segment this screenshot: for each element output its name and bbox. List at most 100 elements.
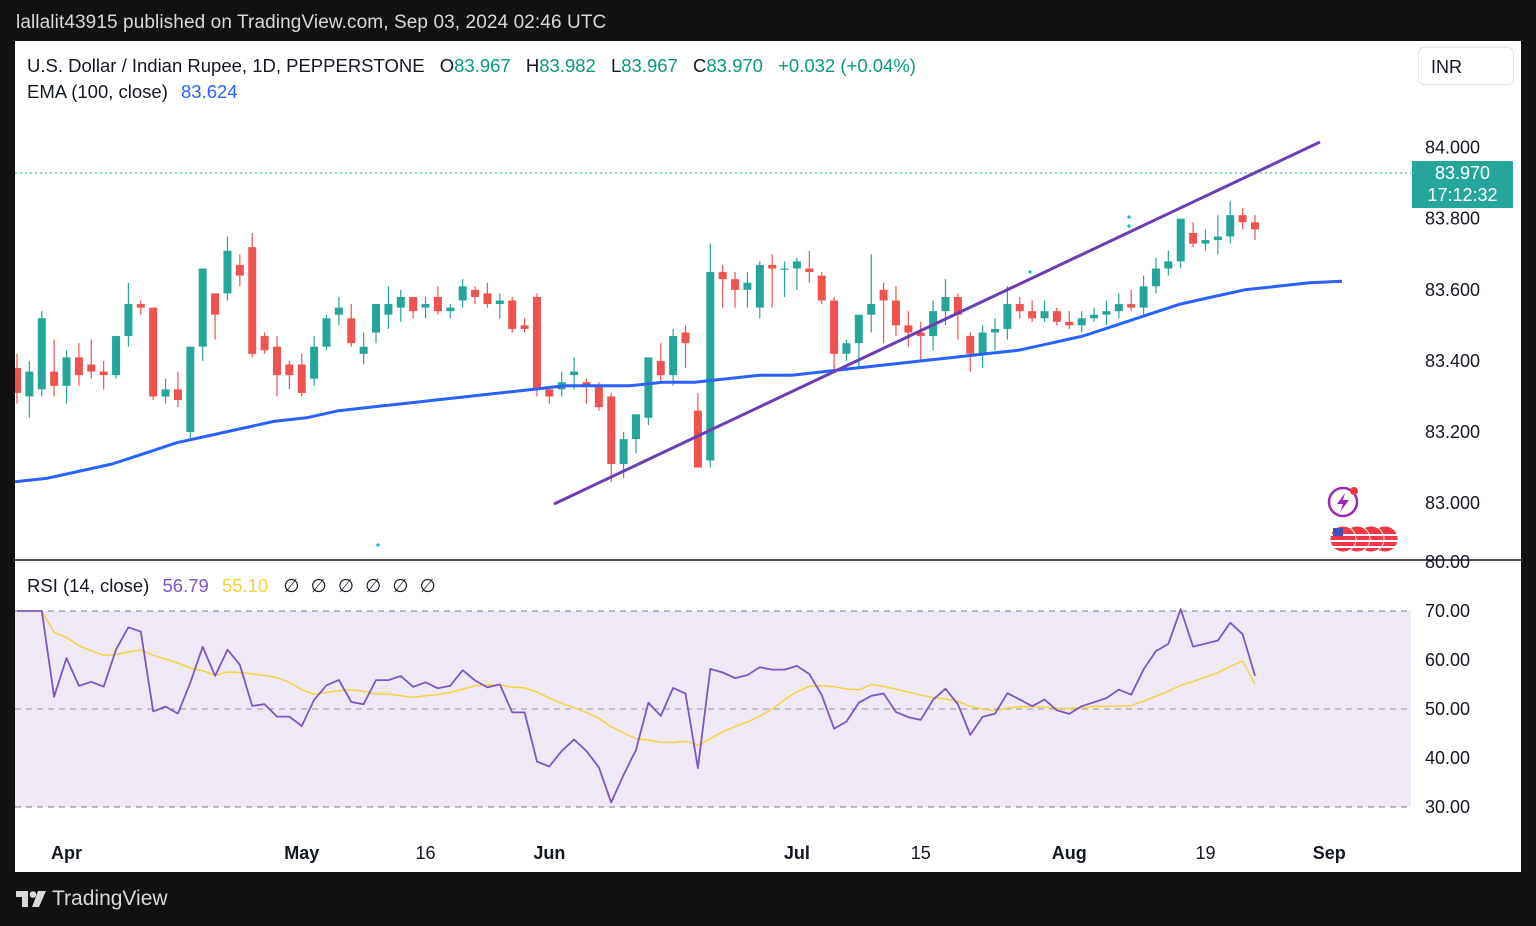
candle-body [842,343,851,354]
candle [25,360,34,418]
low-value: 83.967 [621,55,678,76]
price-tick-label: 83.800 [1425,209,1480,229]
candle-body [1201,240,1210,244]
candle [1151,257,1160,294]
candle-body [471,289,480,297]
time-tick-label: Jul [784,843,810,863]
candle [1164,250,1173,276]
price-tick-label: 84.000 [1425,138,1480,158]
candle-body [334,307,343,315]
candle [186,346,195,440]
candle [891,286,900,337]
candle [644,357,653,425]
us-flag-event-icons[interactable] [1329,525,1399,553]
ema-legend[interactable]: EMA (100, close) 83.624 [27,81,240,103]
candle [1189,222,1198,248]
candle [1238,208,1247,230]
candle-body [446,307,455,312]
candle-body [458,286,467,301]
price-axis[interactable]: 84.20084.00083.80083.60083.40083.20083.0… [1425,67,1480,514]
marker-dot [1028,270,1032,274]
candle-body [706,272,715,461]
candle-body [173,389,182,401]
candle [966,332,975,372]
candle-body [25,371,34,397]
candle [1226,200,1235,244]
price-tick-label: 83.200 [1425,422,1480,442]
candle-body [1102,311,1111,315]
candle [1251,215,1259,241]
candle-body [1028,311,1037,319]
rsi-axis[interactable]: 80.00 70.00 60.00 50.00 40.00 30.00 [1425,552,1470,817]
candle [854,314,863,369]
candle-body [285,364,294,376]
rsi-tick-label: 40.00 [1425,748,1470,768]
candle [904,311,913,347]
candle-body [1040,311,1049,319]
rsi-legend[interactable]: RSI (14, close) 56.79 55.10 ∅ ∅ ∅ ∅ ∅ ∅ [27,575,441,597]
candle [471,286,480,305]
candle [173,371,182,408]
candle [607,392,616,482]
rsi-value: 56.79 [162,575,209,596]
time-tick-label: Apr [51,843,82,863]
candle-body [260,336,269,351]
candle-body [1151,268,1160,287]
time-tick-label: Sep [1313,843,1346,863]
candle-body [830,300,839,354]
candle [693,392,702,468]
tradingview-footer[interactable]: TradingView [16,887,168,911]
candle [62,350,71,404]
candle-body [1139,286,1148,308]
candle-body [37,318,46,390]
candle [582,378,591,404]
open-value: 83.967 [454,55,511,76]
candle [1102,300,1111,326]
candle [359,332,368,365]
ema-label: EMA (100, close) [27,81,168,102]
candle [731,272,740,308]
candle [991,318,1000,351]
candle [50,339,59,397]
candle-body [1077,318,1086,326]
symbol-legend[interactable]: U.S. Dollar / Indian Rupee, 1D, PEPPERST… [27,55,918,77]
candle-body [681,332,690,344]
candle-body [904,325,913,333]
candle [1040,300,1049,322]
currency-button[interactable]: INR [1418,47,1514,85]
candle-body [136,304,145,308]
ema-line [15,279,1343,484]
rsi-tick-label: 80.00 [1425,552,1470,572]
candle-body [693,410,702,468]
marker-dot [376,543,380,547]
candle-body [731,279,740,290]
candle-body [87,364,96,372]
chart-canvas[interactable]: 84.20084.00083.80083.60083.40083.20083.0… [15,41,1521,872]
candle-body [322,318,331,347]
candle-body [235,264,244,276]
candle [1090,307,1099,322]
candle [681,325,690,369]
last-price-value: 83.970 [1434,163,1491,183]
candle-body [656,360,665,376]
candle-body [1003,304,1012,329]
candle [792,257,801,290]
rsi-ma-value: 55.10 [221,575,269,596]
candle-body [520,325,529,329]
candle [124,282,133,347]
candle-body [1015,304,1024,312]
candle-body [1090,314,1099,319]
trendline[interactable] [553,140,1321,506]
marker-dot [1127,215,1131,219]
bar-countdown: 17:12:32 [1427,185,1498,205]
candle-body [545,389,554,397]
candle [223,236,232,301]
candle-body [1114,304,1123,312]
candle [15,353,21,404]
lightning-icon[interactable] [1327,486,1359,518]
time-axis[interactable]: Apr May 16 Jun Jul 15 Aug 19 Sep [51,843,1346,863]
candle-body [124,304,133,337]
candle [272,336,281,397]
candle [669,328,678,386]
chart-frame[interactable]: 84.20084.00083.80083.60083.40083.20083.0… [15,41,1521,872]
